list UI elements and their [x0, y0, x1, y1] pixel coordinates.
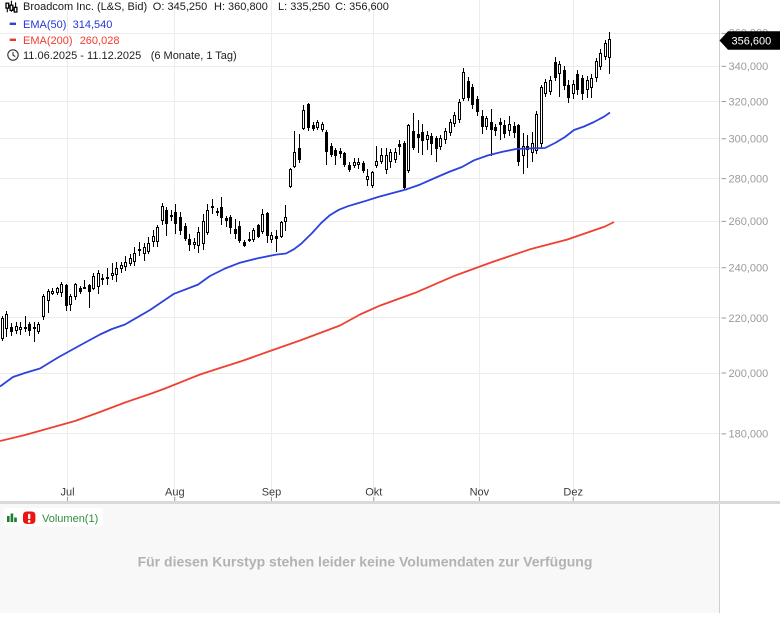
svg-text:300,000: 300,000 [729, 134, 769, 146]
svg-text:H: 360,800: H: 360,800 [214, 1, 268, 13]
svg-text:Broadcom Inc. (L&S, Bid): Broadcom Inc. (L&S, Bid) [23, 1, 147, 13]
svg-text:356,600: 356,600 [732, 36, 772, 48]
svg-text:200,000: 200,000 [729, 368, 769, 380]
svg-text:220,000: 220,000 [729, 313, 769, 325]
svg-text:11.06.2025 - 11.12.2025: 11.06.2025 - 11.12.2025 [23, 50, 141, 62]
svg-text:Für diesen Kurstyp stehen leid: Für diesen Kurstyp stehen leider keine V… [138, 554, 593, 570]
svg-text:260,028: 260,028 [80, 35, 120, 47]
svg-text:Dez: Dez [563, 487, 583, 499]
svg-text:O: 345,250: O: 345,250 [153, 1, 207, 13]
svg-text:EMA(200): EMA(200) [23, 35, 73, 47]
svg-text:Volumen(1): Volumen(1) [42, 513, 98, 525]
svg-text:Jul: Jul [60, 487, 74, 499]
svg-text:EMA(50): EMA(50) [23, 19, 66, 31]
svg-text:240,000: 240,000 [729, 263, 769, 275]
svg-text:314,540: 314,540 [73, 19, 113, 31]
svg-text:260,000: 260,000 [729, 216, 769, 228]
svg-text:L: 335,250: L: 335,250 [278, 1, 330, 13]
svg-text:Sep: Sep [262, 487, 282, 499]
svg-text:180,000: 180,000 [729, 429, 769, 441]
svg-text:Aug: Aug [165, 487, 185, 499]
svg-text:Okt: Okt [365, 487, 382, 499]
svg-text:280,000: 280,000 [729, 173, 769, 185]
svg-text:340,000: 340,000 [729, 61, 769, 73]
svg-text:C: 356,600: C: 356,600 [335, 1, 389, 13]
svg-text:Nov: Nov [470, 487, 490, 499]
svg-text:320,000: 320,000 [729, 96, 769, 108]
svg-text:(6 Monate, 1 Tag): (6 Monate, 1 Tag) [151, 50, 237, 62]
